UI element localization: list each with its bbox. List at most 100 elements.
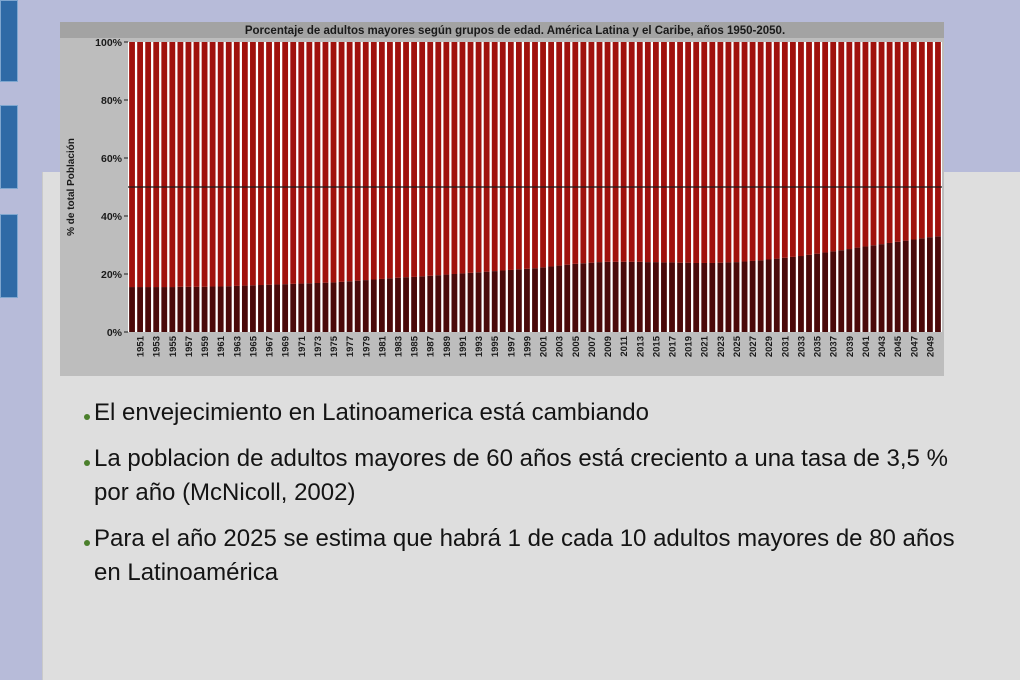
x-tick-label: 1993 bbox=[474, 336, 485, 357]
bar-older-adults-2033 bbox=[798, 256, 804, 332]
bar-rest-1961 bbox=[217, 42, 224, 287]
bar-older-adults-1992 bbox=[467, 272, 474, 332]
bar-rest-1998 bbox=[515, 42, 522, 270]
bar-rest-1972 bbox=[306, 42, 313, 284]
bar-rest-2042 bbox=[870, 42, 877, 246]
x-tick-label: 2005 bbox=[571, 335, 582, 357]
bar-rest-1999 bbox=[524, 42, 530, 269]
bar-older-adults-1973 bbox=[314, 282, 321, 332]
bar-rest-1974 bbox=[322, 42, 329, 283]
x-tick-label: 1985 bbox=[410, 335, 421, 357]
bar-rest-1950 bbox=[129, 42, 135, 288]
bar-older-adults-2018 bbox=[677, 262, 683, 332]
bar-rest-2004 bbox=[564, 42, 571, 265]
bar-older-adults-2027 bbox=[749, 260, 756, 332]
bar-rest-1952 bbox=[145, 42, 152, 288]
bar-older-adults-1967 bbox=[266, 284, 272, 332]
bar-rest-2030 bbox=[773, 42, 780, 259]
chart-title: Porcentaje de adultos mayores según grup… bbox=[245, 25, 785, 37]
bar-rest-2020 bbox=[693, 42, 700, 263]
bar-older-adults-2044 bbox=[886, 242, 893, 332]
bullet-text: El envejecimiento en Latinoamerica está … bbox=[94, 399, 649, 426]
bar-rest-2022 bbox=[709, 42, 716, 263]
x-tick-label: 1965 bbox=[248, 335, 259, 357]
bullet-item: Para el año 2025 se estima que habrá 1 d… bbox=[84, 522, 964, 590]
x-tick-label: 2045 bbox=[893, 335, 904, 357]
bar-rest-1979 bbox=[362, 42, 369, 281]
bar-rest-2043 bbox=[878, 42, 885, 245]
bar-older-adults-1995 bbox=[491, 271, 498, 332]
x-tick-label: 1951 bbox=[136, 335, 147, 357]
bar-rest-2029 bbox=[765, 42, 772, 260]
bar-older-adults-1968 bbox=[274, 284, 281, 332]
x-tick-label: 1999 bbox=[522, 336, 533, 357]
bar-older-adults-2003 bbox=[556, 265, 563, 332]
x-tick-label: 1971 bbox=[297, 335, 308, 357]
bar-rest-2041 bbox=[862, 42, 869, 247]
bar-rest-1988 bbox=[435, 42, 442, 276]
bar-older-adults-1969 bbox=[282, 284, 289, 332]
bar-older-adults-2042 bbox=[870, 245, 877, 332]
x-tick-label: 2013 bbox=[635, 336, 646, 357]
x-tick-label: 1955 bbox=[168, 335, 179, 357]
bullet-item: El envejecimiento en Latinoamerica está … bbox=[84, 396, 964, 430]
x-tick-label: 1977 bbox=[345, 336, 356, 357]
bar-rest-2039 bbox=[846, 42, 853, 250]
bars-group bbox=[129, 42, 941, 332]
bar-older-adults-1974 bbox=[322, 282, 329, 332]
bar-rest-1958 bbox=[193, 42, 200, 287]
bar-older-adults-1952 bbox=[145, 287, 152, 332]
bar-rest-2013 bbox=[636, 42, 643, 262]
bar-rest-2024 bbox=[725, 42, 732, 263]
x-tick-label: 2003 bbox=[555, 336, 566, 357]
bar-rest-1991 bbox=[459, 42, 466, 274]
bar-rest-2026 bbox=[741, 42, 748, 262]
x-tick-label: 1969 bbox=[281, 336, 292, 357]
bar-rest-2050 bbox=[935, 42, 941, 237]
bar-older-adults-1959 bbox=[201, 286, 208, 332]
x-tick-label: 2039 bbox=[845, 336, 856, 357]
x-tick-label: 2027 bbox=[748, 336, 759, 357]
bar-older-adults-1993 bbox=[475, 272, 482, 332]
bar-older-adults-2050 bbox=[935, 236, 941, 332]
x-tick-label: 2035 bbox=[813, 335, 824, 357]
bar-older-adults-1998 bbox=[515, 269, 522, 332]
bar-rest-1951 bbox=[137, 42, 143, 288]
x-tick-label: 2043 bbox=[877, 336, 888, 357]
y-tick-label: 40% bbox=[101, 211, 123, 223]
bar-older-adults-2040 bbox=[854, 247, 861, 332]
bar-older-adults-1983 bbox=[395, 277, 401, 332]
bar-rest-2001 bbox=[540, 42, 546, 268]
bar-rest-2028 bbox=[757, 42, 764, 261]
x-tick-label: 2049 bbox=[925, 336, 936, 357]
bar-rest-1992 bbox=[467, 42, 474, 273]
x-tick-label: 2023 bbox=[716, 336, 727, 357]
bar-rest-1980 bbox=[370, 42, 377, 280]
bar-rest-2025 bbox=[733, 42, 740, 263]
y-tick-label: 60% bbox=[101, 153, 123, 165]
bar-rest-2016 bbox=[661, 42, 667, 263]
x-tick-label: 2033 bbox=[796, 336, 807, 357]
bar-rest-2037 bbox=[830, 42, 837, 252]
bar-rest-2009 bbox=[604, 42, 611, 262]
bar-older-adults-2008 bbox=[596, 262, 603, 332]
bar-rest-2014 bbox=[644, 42, 651, 263]
bar-older-adults-1971 bbox=[298, 283, 305, 332]
x-tick-label: 1979 bbox=[361, 336, 372, 357]
bar-older-adults-1985 bbox=[411, 276, 418, 332]
bar-older-adults-1999 bbox=[524, 268, 530, 332]
bar-rest-2007 bbox=[588, 42, 595, 263]
bullet-text: La poblacion de adultos mayores de 60 añ… bbox=[94, 445, 948, 506]
bar-rest-2035 bbox=[814, 42, 820, 254]
bar-older-adults-1963 bbox=[233, 285, 240, 332]
bar-rest-1967 bbox=[266, 42, 272, 285]
bar-older-adults-2022 bbox=[709, 262, 716, 332]
bullet-item: La poblacion de adultos mayores de 60 añ… bbox=[84, 442, 964, 510]
bar-rest-2040 bbox=[854, 42, 861, 248]
bar-older-adults-1991 bbox=[459, 273, 466, 332]
bar-rest-1982 bbox=[387, 42, 393, 279]
x-tick-label: 1995 bbox=[490, 335, 501, 357]
y-axis: 0% 20% 40% 60% 80% 100% bbox=[95, 37, 128, 339]
bar-rest-1984 bbox=[403, 42, 409, 278]
bar-rest-2048 bbox=[918, 42, 925, 239]
